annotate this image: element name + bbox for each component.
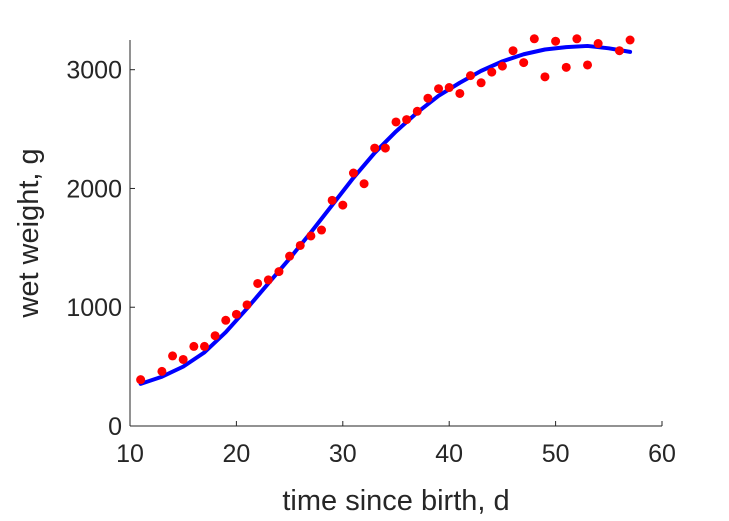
data-point	[348, 168, 358, 178]
data-point	[253, 278, 263, 288]
y-tick-label: 0	[108, 413, 122, 441]
y-tick-label: 1000	[66, 294, 122, 322]
x-tick-label: 10	[116, 440, 144, 468]
y-tick-label: 2000	[66, 175, 122, 203]
data-point	[391, 117, 401, 127]
data-point	[625, 35, 635, 45]
data-point	[402, 115, 412, 125]
data-point	[242, 300, 252, 310]
data-point	[614, 46, 624, 56]
data-point	[529, 34, 539, 44]
data-point	[476, 78, 486, 88]
data-point	[455, 88, 465, 98]
data-point	[540, 72, 550, 82]
y-axis-label: wet weight, g	[13, 148, 45, 318]
data-point	[423, 93, 433, 103]
data-point	[157, 366, 167, 376]
data-point	[380, 143, 390, 153]
data-point	[263, 275, 273, 285]
x-tick-label: 40	[435, 440, 463, 468]
data-point	[412, 106, 422, 116]
data-point	[327, 195, 337, 205]
x-tick-label: 30	[329, 440, 357, 468]
x-tick-label: 60	[648, 440, 676, 468]
data-point	[274, 267, 284, 277]
data-point	[306, 231, 316, 241]
data-point	[465, 71, 475, 81]
data-point	[199, 341, 209, 351]
y-tick-label: 3000	[66, 57, 122, 85]
data-point	[231, 309, 241, 319]
data-point	[561, 62, 571, 72]
data-point	[221, 315, 231, 325]
data-point	[497, 61, 507, 71]
data-point	[317, 225, 327, 235]
axes	[129, 40, 663, 427]
data-point	[370, 143, 380, 153]
data-point	[487, 67, 497, 77]
data-point	[593, 39, 603, 49]
data-point	[338, 200, 348, 210]
fit-line	[138, 43, 633, 386]
x-axis-label: time since birth, d	[282, 485, 509, 517]
data-points-layer	[136, 34, 635, 385]
data-point	[189, 341, 199, 351]
labels-layer: 10 20 30 40 50 60 0 1000 2000 3000 time since birt…	[13, 57, 676, 517]
x-tick-label: 50	[542, 440, 570, 468]
data-point	[572, 34, 582, 44]
x-tick-label: 20	[222, 440, 250, 468]
data-point	[136, 375, 146, 385]
data-point	[583, 60, 593, 70]
data-point	[178, 354, 188, 364]
data-point	[285, 251, 295, 261]
fit-line-layer	[138, 43, 633, 386]
data-point	[444, 83, 454, 93]
data-point	[434, 84, 444, 94]
data-point	[551, 36, 561, 46]
data-point	[359, 179, 369, 189]
data-point	[295, 240, 305, 250]
data-point	[519, 58, 529, 68]
data-point	[168, 351, 178, 361]
data-point	[508, 46, 518, 56]
data-point	[210, 331, 220, 341]
